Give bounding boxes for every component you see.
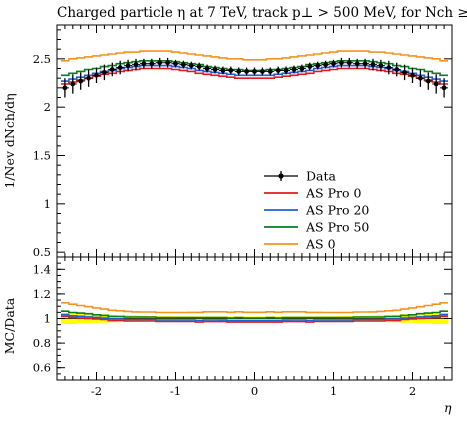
data-point (252, 69, 257, 74)
ratio-y-ticks: 0.6 0.8 1 1.2 1.4 (33, 262, 452, 375)
data-point (102, 69, 107, 75)
legend-label: AS Pro 20 (305, 203, 369, 218)
ratio-plot: 0.6 0.8 1 1.2 1.4 -2 -1 0 1 2 (33, 256, 453, 398)
ratio-series-line (61, 310, 448, 319)
data-point (78, 78, 84, 84)
ratio-series (61, 302, 448, 323)
data-point (354, 61, 360, 67)
legend-label: AS Pro 0 (305, 186, 361, 201)
data-point (173, 61, 178, 67)
data-point (125, 63, 131, 68)
data-point (410, 72, 415, 78)
data-point (260, 69, 265, 74)
data-point (418, 75, 423, 81)
ratio-y-axis-label: MC/Data (2, 297, 17, 354)
data-point (394, 67, 400, 72)
main-y-tick-label: 1 (44, 197, 51, 211)
main-y-tick-label: 2 (44, 100, 51, 114)
data-point (386, 65, 392, 70)
main-y-axis-label: 1/Nev dNch/dη (2, 93, 17, 188)
legend-marker-point (278, 173, 284, 179)
ratio-y-tick-label: 0.6 (33, 361, 51, 375)
data-points (60, 57, 449, 98)
legend-label: AS 0 (305, 237, 336, 252)
main-x-ticks (56, 25, 453, 257)
main-plot: 0.5 1 1.5 2 2.5 (33, 24, 453, 259)
data-point (188, 63, 194, 68)
data-point (70, 81, 76, 87)
data-point (204, 66, 210, 71)
data-point (339, 60, 344, 66)
ratio-x-tick-label: 0 (251, 384, 258, 398)
data-point (283, 68, 289, 73)
data-point (362, 61, 368, 67)
data-point (86, 75, 91, 81)
x-axis-label: η (444, 400, 452, 415)
data-point (228, 68, 234, 73)
data-point (299, 66, 305, 71)
series-line (61, 67, 448, 85)
data-point (291, 67, 297, 72)
data-point (370, 62, 376, 68)
data-point (315, 63, 321, 68)
ratio-y-tick-label: 1.2 (33, 287, 51, 301)
data-point (181, 62, 186, 68)
data-point (196, 64, 202, 69)
data-point (149, 61, 155, 67)
ratio-series-line (61, 313, 448, 322)
data-point (378, 63, 384, 68)
legend-label: Data (306, 169, 336, 184)
data-point (346, 60, 352, 66)
ratio-series-line (61, 315, 448, 323)
data-point (307, 64, 313, 69)
data-point (425, 78, 431, 84)
data-point (141, 61, 147, 67)
data-point (244, 69, 250, 74)
data-point (433, 81, 439, 87)
data-point (267, 69, 273, 74)
ratio-x-tick-label: -1 (170, 384, 181, 398)
main-y-tick-label: 0.5 (33, 245, 51, 259)
data-point (212, 67, 218, 72)
legend-label: AS Pro 50 (305, 220, 369, 235)
data-point (94, 72, 99, 78)
data-point (220, 68, 226, 73)
data-point (323, 62, 328, 68)
data-point (441, 85, 447, 91)
data-point (157, 60, 163, 66)
ratio-x-ticks: -2 -1 0 1 2 (56, 257, 453, 398)
ratio-y-tick-label: 0.8 (33, 336, 51, 350)
ratio-x-tick-label: -2 (91, 384, 102, 398)
main-y-tick-label: 2.5 (33, 52, 51, 66)
data-point (109, 67, 115, 72)
ratio-series-line (61, 302, 448, 314)
data-point (402, 69, 407, 75)
data-point (331, 61, 336, 67)
ratio-x-tick-label: 1 (330, 384, 337, 398)
data-point (275, 68, 281, 73)
chart-title: Charged particle η at 7 TeV, track p⊥ > … (57, 5, 467, 21)
data-point (62, 85, 68, 91)
main-y-ticks: 0.5 1 1.5 2 2.5 (33, 29, 452, 259)
legend: Data AS Pro 0 AS Pro 20 AS Pro 50 AS 0 (264, 169, 369, 252)
main-y-tick-label: 1.5 (33, 149, 51, 163)
ratio-x-tick-label: 2 (409, 384, 416, 398)
data-point (236, 69, 242, 74)
data-point (133, 62, 139, 68)
data-point (117, 65, 123, 70)
series-line (61, 50, 448, 62)
series-line (61, 64, 448, 82)
main-y-axis-label-text: 1/Nev dNch/dη (2, 93, 17, 188)
data-point (165, 60, 171, 66)
ratio-y-tick-label: 1.4 (33, 262, 51, 276)
ratio-y-axis-label-text: MC/Data (2, 297, 17, 354)
ratio-y-tick-label: 1 (44, 312, 51, 326)
